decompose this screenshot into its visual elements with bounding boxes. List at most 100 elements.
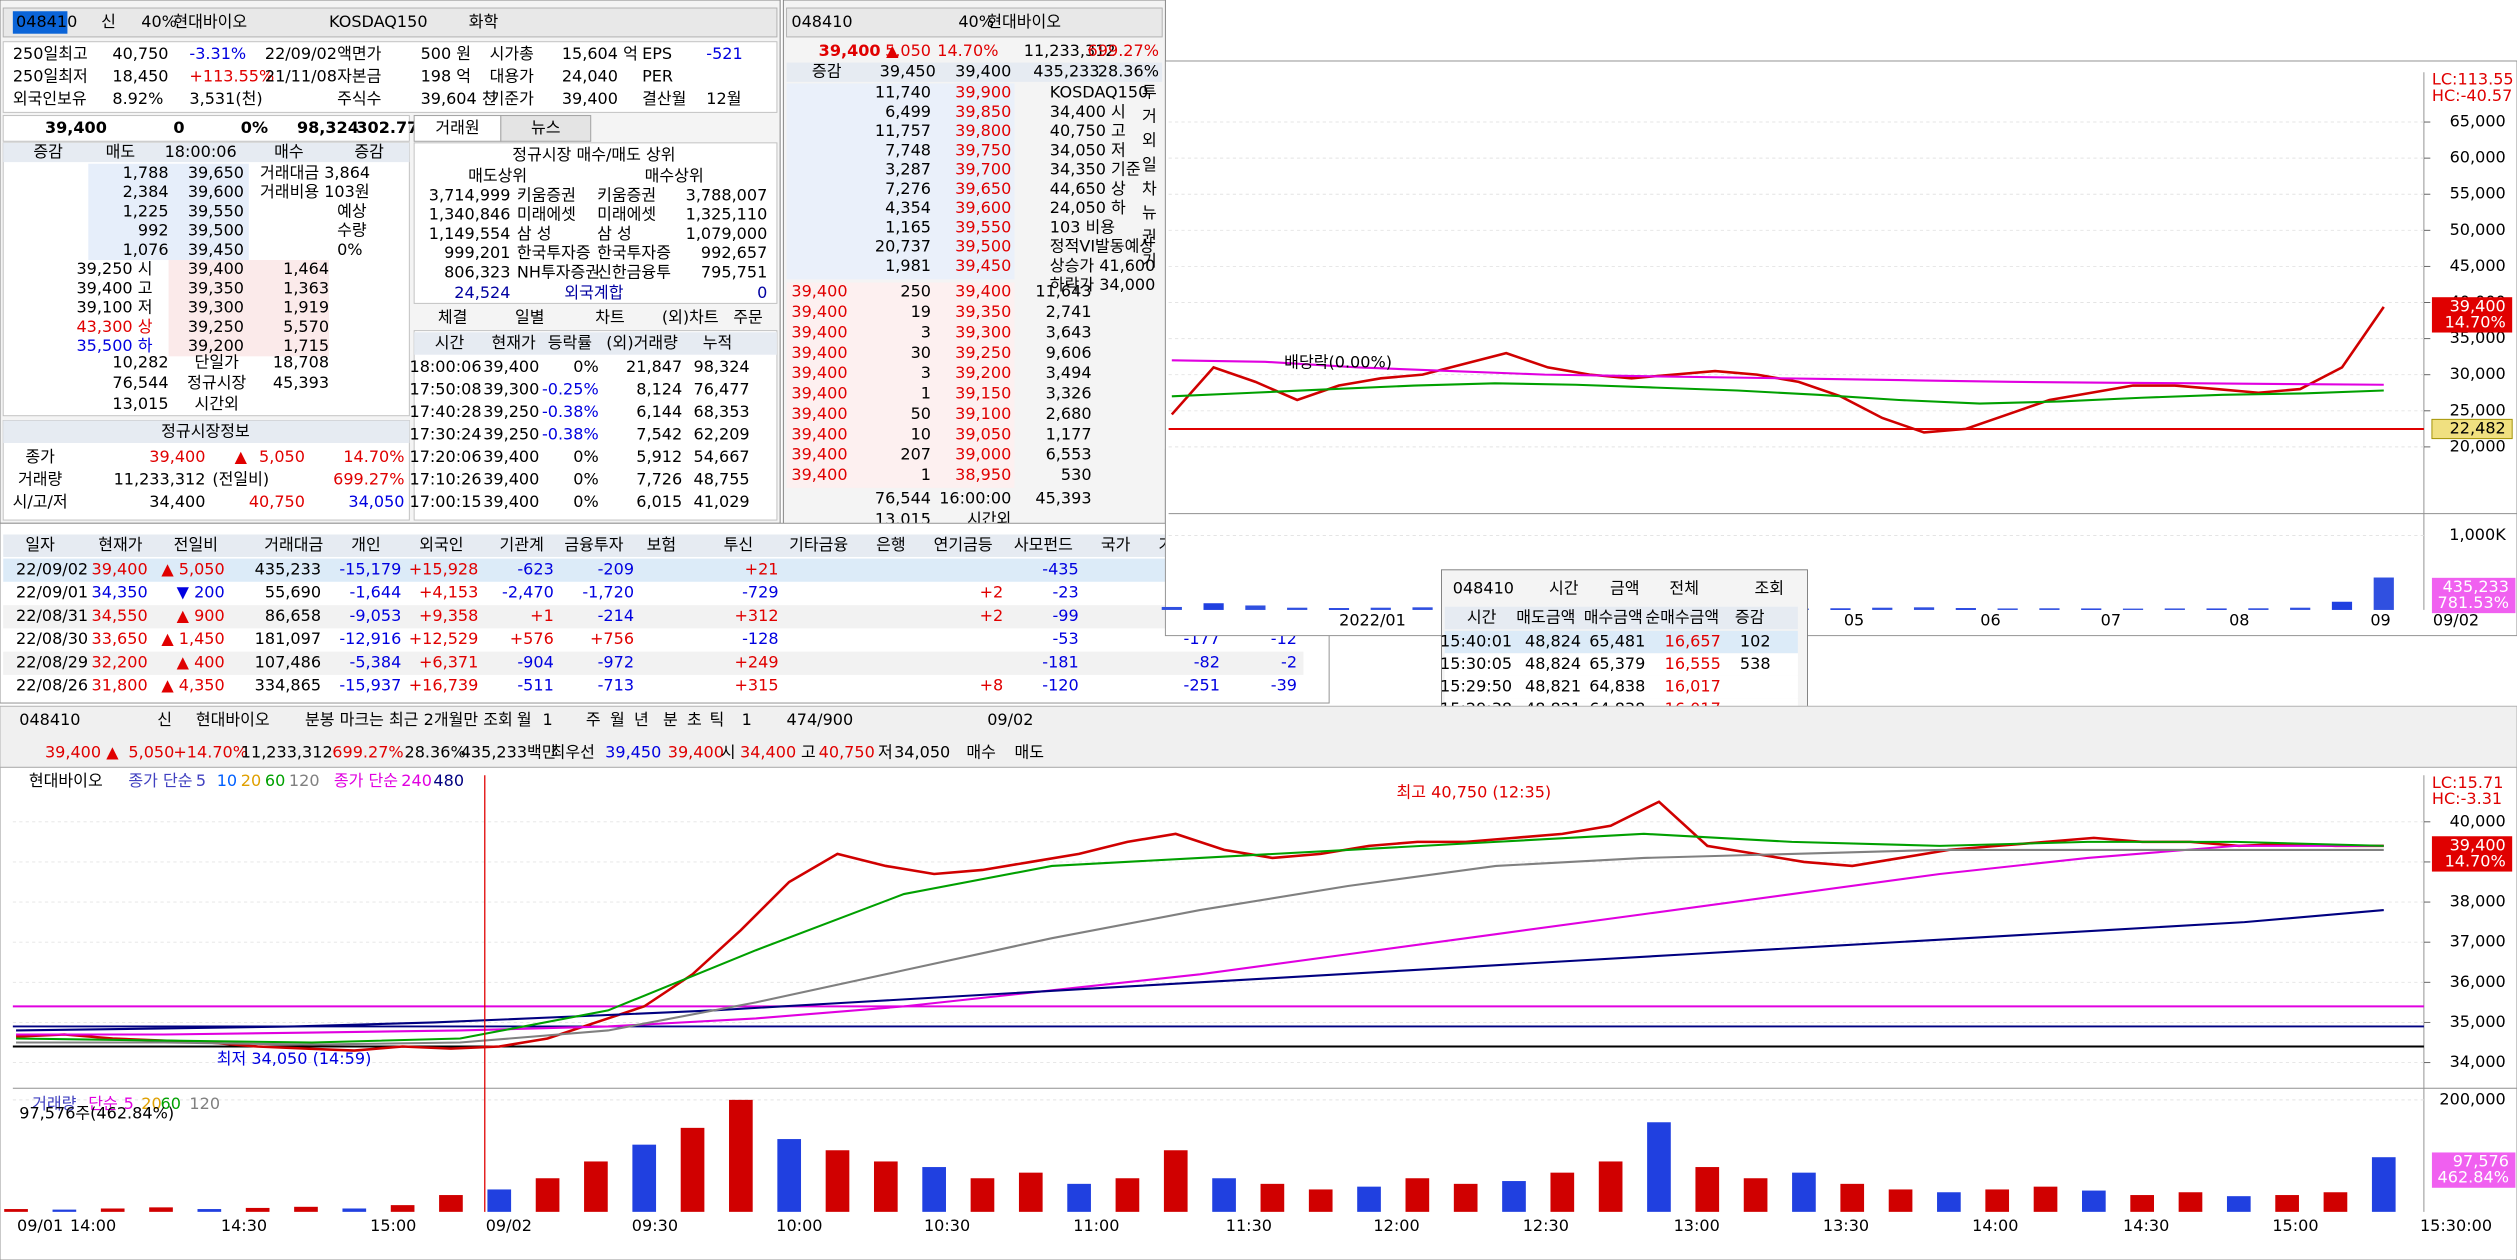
volume-bar (1115, 1178, 1140, 1212)
bid-cell: 39,250 (955, 343, 1011, 362)
info-cell: 22/09/02 (265, 44, 337, 63)
investor-cell: -2,470 (502, 583, 554, 602)
bid-cell: 1 (921, 384, 931, 403)
investor-cell: +6,371 (419, 652, 478, 671)
row-bg (3, 674, 1304, 699)
price-bar (2, 115, 410, 142)
investor-cell: +2 (980, 606, 1004, 625)
market-title: 정규시장정보 (161, 421, 250, 440)
trade-cell: 17:10:26 (409, 469, 481, 488)
volume-legend-item: 5 (124, 1094, 134, 1113)
investor-header: 전일비 (174, 535, 218, 554)
x-tick-label: 05 (1844, 611, 1864, 630)
bid-side: 39,250 시 (76, 259, 152, 278)
volume-bar (1357, 1186, 1381, 1212)
toolbar-item: KOSDAQ150 (329, 12, 428, 31)
x-tick-label: 09:30 (632, 1216, 678, 1235)
trades-header: 누적 (703, 333, 733, 352)
ask-side: 거래비용 103원 (260, 182, 370, 201)
volume-bar (2130, 1195, 2155, 1212)
bid-cell: 39,150 (955, 384, 1011, 403)
toolbar (0, 705, 2517, 768)
sub-header-cell: 28.36% (1098, 62, 1159, 81)
trade-cell: 39,400 (483, 469, 539, 488)
y-tick-label: 20,000 (2450, 436, 2506, 455)
volume-bar (1792, 1172, 1816, 1212)
investor-cell: +576 (510, 629, 554, 648)
investor-cell: 22/08/29 (16, 652, 88, 671)
info-line: 34,400 시 (1050, 102, 1126, 121)
broker-cell: 1,325,110 (686, 205, 768, 224)
trades-header: (외)거래량 (606, 333, 678, 352)
investor-header: 연기금등 (934, 535, 993, 554)
investor-cell: ▲ 400 (177, 652, 225, 671)
series-line (16, 909, 2384, 1032)
investor-cell: +312 (734, 606, 778, 625)
legend-item: 10 (217, 771, 237, 790)
trade-cell: 76,477 (693, 380, 749, 399)
investor-header: 보험 (647, 535, 677, 554)
info-cell: 8.92% (112, 89, 163, 108)
legend-item: 종가 단순 (128, 771, 192, 790)
bid-cell: 207 (900, 445, 931, 464)
side-tab: 권 (1142, 227, 1157, 246)
toolbar-item: 048410 (1453, 579, 1514, 598)
investor-cell: -1,720 (582, 583, 634, 602)
quote-item: 고 (801, 742, 816, 761)
bid-cell: 39,350 (955, 302, 1011, 321)
trade-cell: 17:00:15 (409, 492, 481, 511)
market-cell: 11,233,312 (114, 469, 206, 488)
info-cell: 자본금 (337, 67, 381, 86)
investor-cell: -5,384 (350, 652, 402, 671)
orderbook-footer: 76,544 (112, 373, 168, 392)
trade-cell: 0% (573, 469, 598, 488)
ask-cell: 1,165 (885, 217, 931, 236)
volume-bar (1888, 1189, 1913, 1212)
toolbar-item: 초 (687, 710, 702, 729)
y-tick-label: 34,000 (2450, 1052, 2506, 1071)
ask-cell: 39,850 (955, 102, 1011, 121)
investor-cell: -12,916 (339, 629, 401, 648)
toolbar-item: 현대바이오 (196, 710, 270, 729)
ask-cell: 39,500 (955, 237, 1011, 256)
investor-header: 기관계 (500, 535, 544, 554)
investor-header: 투신 (724, 535, 754, 554)
series-line (16, 832, 2384, 1044)
investor-cell: +15,928 (409, 559, 479, 578)
legend-item: 20 (241, 771, 261, 790)
toolbar-item: 048410 (19, 710, 80, 729)
volume-bar (1405, 1178, 1430, 1212)
volume-bar (2248, 608, 2269, 610)
orderbook-header-cell: 증감 (33, 142, 63, 161)
volume-bar (1203, 603, 1224, 610)
row-bg (3, 605, 1304, 629)
info-cell: 198 억 (421, 67, 472, 86)
sub-header-cell: 435,233 (1033, 62, 1099, 81)
orderbook-footer: 시간외 (195, 394, 239, 413)
ask-side: 예상 (337, 201, 367, 220)
trade-cell: 17:30:24 (409, 424, 481, 443)
investor-cell: -713 (598, 676, 634, 695)
trade-cell: 48,755 (693, 469, 749, 488)
info-cell: 39,604 천 (421, 89, 497, 108)
volume-bar (1913, 607, 1935, 610)
right-label: LC:15.71 (2432, 773, 2504, 792)
investor-cell: 34,550 (92, 606, 148, 625)
x-tick-label: 08 (2229, 611, 2249, 630)
y-tick-label: 60,000 (2450, 148, 2506, 167)
volume-bar (149, 1207, 173, 1212)
investor-cell: -39 (1271, 676, 1297, 695)
market-title-bg (3, 420, 410, 444)
y-tick-label: 50,000 (2450, 220, 2506, 239)
investor-cell: +4,153 (419, 583, 478, 602)
x-tick-label: 13:30 (1823, 1216, 1869, 1235)
net-buy-cell: 15:30:05 (1440, 654, 1512, 673)
quote: 11,233,312 (1024, 41, 1116, 60)
x-tick-label: 2022/01 (1339, 611, 1406, 630)
investor-cell: -511 (517, 676, 553, 695)
bid-cell: 39,400 (791, 465, 847, 484)
series-line (16, 844, 2384, 1036)
info-cell: 18,450 (112, 67, 168, 86)
investor-cell: 22/09/02 (16, 559, 88, 578)
orderbook-footer: 45,393 (273, 373, 329, 392)
